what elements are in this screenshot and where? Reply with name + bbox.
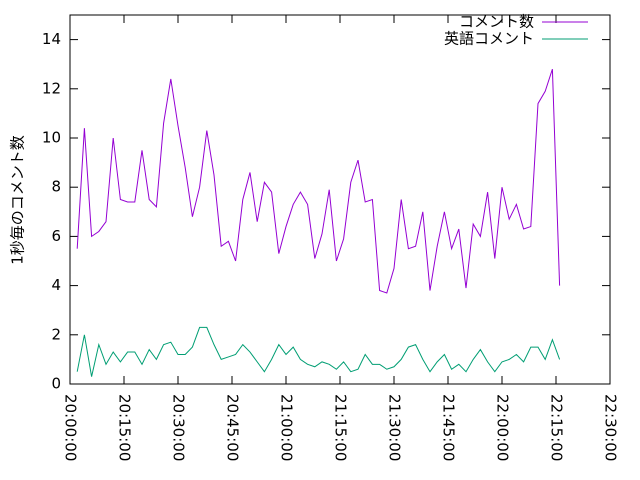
- x-tick-label: 21:30:00: [386, 394, 404, 461]
- y-tick-label: 14: [42, 30, 61, 48]
- y-tick-label: 4: [51, 276, 61, 294]
- y-axis-label: 1秒毎のコメント数: [9, 135, 27, 265]
- x-tick-label: 22:00:00: [494, 394, 512, 461]
- y-tick-label: 6: [51, 227, 61, 245]
- x-tick-label: 20:00:00: [62, 394, 80, 461]
- x-tick-label: 22:30:00: [602, 394, 620, 461]
- x-tick-label: 22:15:00: [548, 394, 566, 461]
- x-tick-label: 20:15:00: [116, 394, 134, 461]
- x-tick-label: 20:30:00: [170, 394, 188, 461]
- y-tick-label: 12: [42, 79, 61, 97]
- x-tick-label: 21:00:00: [278, 394, 296, 461]
- series-line: [76, 326, 561, 377]
- legend-label: 英語コメント: [444, 30, 534, 48]
- y-tick-label: 2: [51, 325, 61, 343]
- legend-label: コメント数: [459, 13, 534, 31]
- x-tick-label: 21:45:00: [440, 394, 458, 461]
- x-tick-label: 21:15:00: [332, 394, 350, 461]
- plot-border: [69, 14, 611, 385]
- y-tick-label: 8: [51, 178, 61, 196]
- y-tick-label: 10: [42, 129, 61, 147]
- series-line: [76, 68, 561, 294]
- y-tick-label: 0: [51, 375, 61, 393]
- x-tick-label: 20:45:00: [224, 394, 242, 461]
